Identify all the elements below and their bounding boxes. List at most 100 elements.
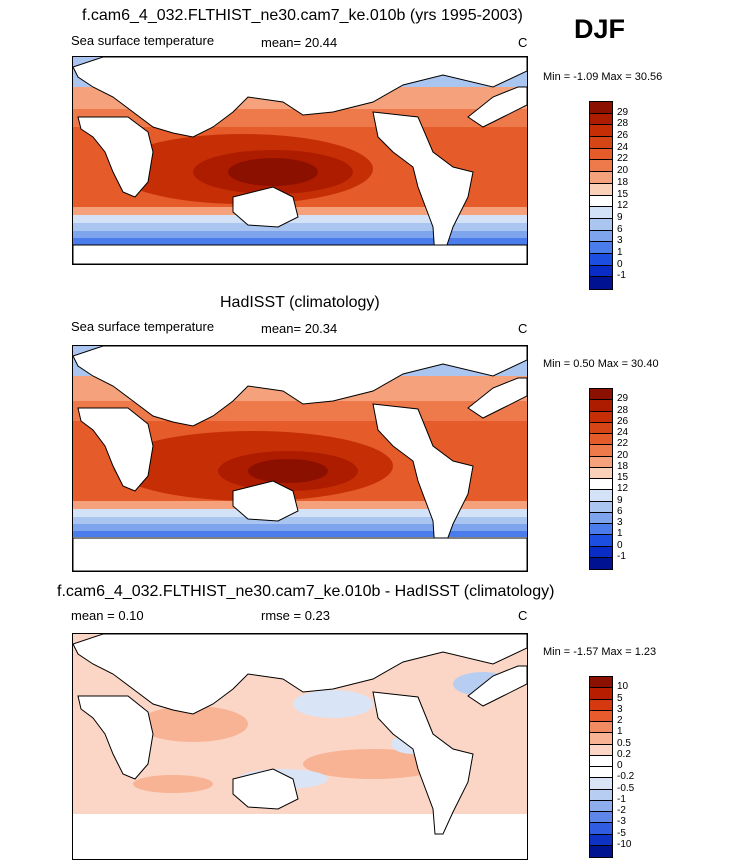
- colorbar-tick-label: 24: [617, 427, 629, 438]
- colorbar-tick-label: 9: [617, 211, 623, 223]
- colorbar-swatch: [590, 434, 612, 446]
- colorbar-swatch: [590, 125, 612, 138]
- colorbar-tick-label: -1: [617, 550, 626, 562]
- panel-3-unit-label: C: [518, 608, 528, 623]
- colorbar-swatch: [590, 501, 612, 513]
- colorbar-tick-label: 26: [617, 130, 629, 142]
- panel-3-title: f.cam6_4_032.FLTHIST_ne30.cam7_ke.010b -…: [57, 583, 555, 600]
- colorbar-swatch: [590, 467, 612, 479]
- colorbar-swatch: [590, 557, 612, 569]
- colorbar-tick-label: 9: [617, 494, 623, 506]
- colorbar-swatch: [590, 277, 612, 289]
- colorbar-swatch: [590, 411, 612, 423]
- colorbar-swatch: [590, 699, 612, 711]
- colorbar-swatch: [590, 677, 612, 689]
- colorbar-swatch: [590, 253, 612, 266]
- colorbar-swatch: [590, 113, 612, 126]
- colorbar-swatch: [590, 744, 612, 756]
- colorbar-tick-label: 18: [617, 176, 629, 188]
- colorbar-tick-label: 24: [617, 141, 629, 153]
- panel-1-unit-label: C: [518, 35, 528, 50]
- colorbar-tick-label: 6: [617, 223, 623, 235]
- colorbar-swatch: [590, 767, 612, 779]
- colorbar-tick-label: -1: [617, 270, 626, 282]
- colorbar-tick-label: 1: [617, 528, 623, 540]
- colorbar-tick-label: 12: [617, 483, 629, 495]
- colorbar-tick-label: 18: [617, 460, 629, 472]
- panel-1-title: f.cam6_4_032.FLTHIST_ne30.cam7_ke.010b (…: [82, 7, 523, 24]
- colorbar-tick-label: 15: [617, 188, 629, 200]
- panel-3-map-svg: [73, 634, 527, 859]
- colorbar-tick-label: 1: [617, 726, 623, 738]
- panel-2-colorbar: [589, 388, 613, 570]
- colorbar-swatch: [590, 845, 612, 857]
- colorbar-tick-label: 20: [617, 165, 629, 177]
- colorbar-swatch: [590, 195, 612, 208]
- colorbar-swatch: [590, 733, 612, 745]
- colorbar-swatch: [590, 400, 612, 412]
- colorbar-tick-label: 0: [617, 760, 623, 771]
- colorbar-tick-label: 0: [617, 539, 623, 551]
- colorbar-tick-label: 28: [617, 404, 629, 416]
- colorbar-tick-label: 0.2: [617, 748, 631, 760]
- colorbar-swatch: [590, 422, 612, 434]
- colorbar-tick-label: -10: [617, 838, 632, 850]
- panel-1-mean-label: mean= 20.44: [261, 35, 338, 50]
- colorbar-swatch: [590, 445, 612, 457]
- panel-2-map-svg: [73, 346, 527, 571]
- colorbar-swatch: [590, 722, 612, 734]
- colorbar-swatch: [590, 789, 612, 801]
- panel-3-rmse-label: rmse = 0.23: [261, 608, 331, 623]
- colorbar-tick-label: 0: [617, 258, 623, 270]
- panel-1-variable-label: Sea surface temperature: [71, 33, 215, 48]
- colorbar-swatch: [590, 183, 612, 196]
- colorbar-tick-label: -0.2: [617, 771, 635, 783]
- colorbar-swatch: [590, 688, 612, 700]
- colorbar-tick-label: 20: [617, 449, 629, 461]
- colorbar-tick-label: 12: [617, 200, 629, 212]
- colorbar-swatch: [590, 242, 612, 254]
- panel-3-minmax-label: Min = -1.57 Max = 1.23: [543, 646, 657, 658]
- colorbar-swatch: [590, 148, 612, 161]
- colorbar-tick-label: 29: [617, 393, 629, 405]
- colorbar-tick-label: -5: [617, 827, 626, 839]
- colorbar-swatch: [590, 535, 612, 547]
- panel-3-map: [72, 633, 528, 860]
- colorbar-tick-label: 3: [617, 703, 623, 715]
- colorbar-swatch: [590, 137, 612, 149]
- colorbar-tick-label: 26: [617, 415, 629, 427]
- season-label: DJF: [574, 14, 626, 44]
- colorbar-tick-label: 3: [617, 517, 623, 528]
- panel-2-title: HadISST (climatology): [220, 294, 380, 311]
- colorbar-swatch: [590, 456, 612, 468]
- colorbar-swatch: [590, 160, 612, 173]
- colorbar-swatch: [590, 812, 612, 824]
- colorbar-tick-label: 10: [617, 681, 629, 693]
- panel-2-map: [72, 345, 528, 572]
- colorbar-tick-label: -1: [617, 793, 626, 805]
- colorbar-swatch: [590, 823, 612, 835]
- colorbar-tick-label: 22: [617, 153, 629, 165]
- panel-2-mean-label: mean= 20.34: [261, 321, 338, 336]
- colorbar-swatch: [590, 479, 612, 491]
- colorbar-tick-label: 15: [617, 472, 629, 483]
- colorbar-tick-label: 3: [617, 235, 623, 247]
- panel-1-map: [72, 56, 528, 265]
- colorbar-swatch: [590, 512, 612, 524]
- colorbar-tick-label: -2: [617, 805, 626, 816]
- colorbar-swatch: [590, 524, 612, 536]
- colorbar-tick-label: 29: [617, 106, 629, 118]
- colorbar-swatch: [590, 218, 612, 231]
- colorbar-tick-label: 5: [617, 692, 623, 704]
- panel-1-colorbar: [589, 101, 613, 290]
- colorbar-swatch: [590, 778, 612, 790]
- colorbar-tick-label: 6: [617, 505, 623, 517]
- colorbar-tick-label: 0.5: [617, 737, 631, 749]
- colorbar-swatch: [590, 800, 612, 812]
- colorbar-tick-label: 1: [617, 246, 623, 258]
- colorbar-swatch: [590, 230, 612, 243]
- colorbar-swatch: [590, 546, 612, 558]
- colorbar-tick-label: 28: [617, 118, 629, 130]
- colorbar-swatch: [590, 102, 612, 114]
- panel-1-map-svg: [73, 57, 527, 264]
